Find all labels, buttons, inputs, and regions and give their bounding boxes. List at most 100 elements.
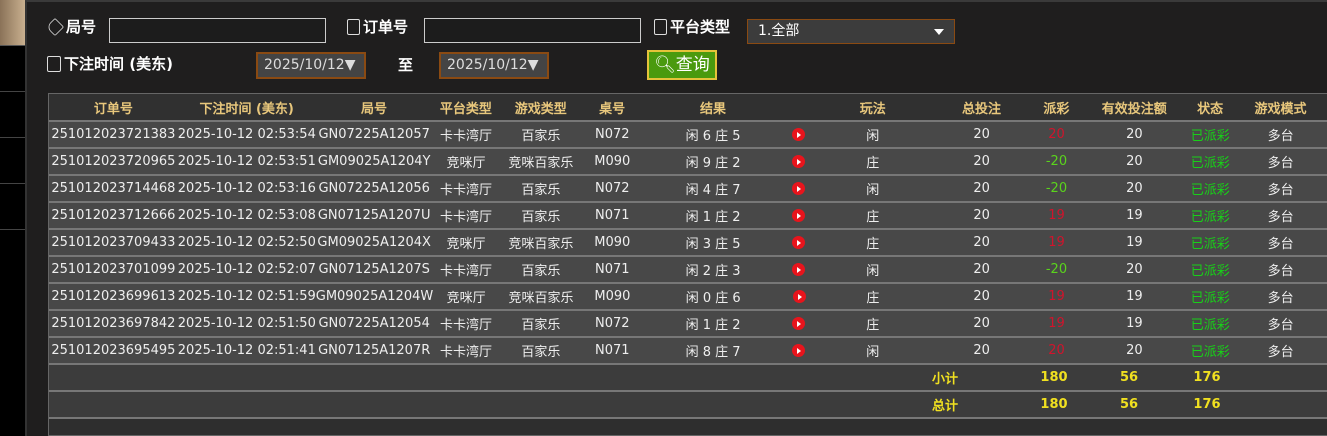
- platform-select[interactable]: 1.全部: [747, 19, 955, 44]
- play-video-icon[interactable]: [792, 263, 806, 276]
- cell-total-bet: 20: [973, 316, 990, 331]
- cell-payout: 19: [1048, 208, 1065, 223]
- cell-payout: 19: [1048, 316, 1065, 331]
- table-header: 订单号 下注时间 (美东) 局号 平台类型 游戏类型 桌号 结果 玩法 总投注 派彩 有效投注额 状态…: [49, 94, 1327, 122]
- play-video-icon[interactable]: [792, 155, 806, 168]
- cell-result: 闲 1 庄 2: [685, 318, 741, 333]
- cell-game-mode: 多台: [1267, 264, 1294, 279]
- cell-order-no: 251012023695495: [51, 343, 176, 358]
- round-label-text: 局号: [66, 18, 97, 36]
- cell-total-bet: 20: [973, 343, 990, 358]
- cell-result: 闲 0 庄 6: [685, 291, 741, 306]
- header-result: 结果: [699, 101, 726, 117]
- cell-valid-bet: 20: [1126, 262, 1143, 277]
- sidebar-item[interactable]: [0, 138, 25, 184]
- cell-status: 已派彩: [1190, 291, 1230, 306]
- empty-row: [49, 419, 1327, 435]
- date-from-select[interactable]: 2025/10/12▼: [256, 52, 366, 79]
- cell-game-type: 百家乐: [521, 264, 561, 279]
- round-label: 局号: [45, 16, 97, 37]
- header-total-bet: 总投注: [962, 101, 1002, 117]
- table-row: 251012023714468 2025-10-12 02:53:16 GN0722…: [49, 176, 1327, 203]
- cell-status: 已派彩: [1190, 345, 1230, 360]
- cell-order-no: 251012023721383: [51, 127, 176, 142]
- cell-order-no: 251012023701099: [51, 262, 176, 277]
- subtotal-payout: 56: [1119, 370, 1139, 385]
- cell-total-bet: 20: [973, 235, 990, 250]
- cell-game-type: 百家乐: [521, 129, 561, 144]
- cell-round-no: GN07125A1207S: [318, 262, 430, 277]
- cell-platform: 卡卡湾厅: [440, 210, 493, 225]
- calendar-icon: [47, 55, 61, 72]
- query-button[interactable]: 🔍︎查询: [647, 50, 717, 80]
- cell-status: 已派彩: [1190, 183, 1230, 198]
- cell-game-mode: 多台: [1267, 237, 1294, 252]
- cell-result: 闲 1 庄 2: [685, 210, 741, 225]
- cell-valid-bet: 19: [1126, 289, 1143, 304]
- cell-status: 已派彩: [1190, 210, 1230, 225]
- sidebar-item[interactable]: [0, 92, 25, 138]
- cell-table-no: N071: [594, 208, 630, 223]
- cell-bet-type: 闲: [866, 129, 880, 144]
- cell-bet-type: 庄: [866, 291, 880, 306]
- cell-round-no: GM09025A1204Y: [317, 154, 431, 169]
- play-video-icon[interactable]: [792, 236, 806, 249]
- play-video-icon[interactable]: [792, 290, 806, 303]
- header-order-no: 订单号: [93, 101, 133, 117]
- date-to-select[interactable]: 2025/10/12▼: [439, 52, 549, 79]
- play-video-icon[interactable]: [792, 209, 806, 222]
- cell-valid-bet: 20: [1126, 154, 1143, 169]
- cell-valid-bet: 19: [1126, 316, 1143, 331]
- cell-platform: 竞咪厅: [446, 156, 486, 171]
- cell-bet-time: 2025-10-12 02:51:41: [177, 343, 316, 358]
- cell-round-no: GN07225A12057: [318, 127, 430, 142]
- total-payout: 56: [1119, 397, 1139, 412]
- list-icon: [654, 18, 667, 35]
- cell-result: 闲 6 庄 5: [685, 129, 741, 144]
- clipboard-icon: [347, 18, 360, 35]
- cell-valid-bet: 20: [1126, 343, 1143, 358]
- cell-total-bet: 20: [973, 127, 990, 142]
- play-video-icon[interactable]: [792, 317, 806, 330]
- cell-round-no: GN07125A1207R: [318, 343, 431, 358]
- cell-result: 闲 9 庄 2: [685, 156, 741, 171]
- subtotal-total-bet: 180: [1040, 370, 1068, 385]
- cell-game-type: 竞咪百家乐: [508, 156, 574, 171]
- cell-bet-time: 2025-10-12 02:53:16: [177, 181, 316, 196]
- cell-round-no: GM09025A1204X: [317, 235, 431, 250]
- main-panel: 局号 订单号 平台类型 1.全部 下注时间 (美东) 2025/10/12▼ 至…: [25, 0, 1327, 436]
- cell-platform: 卡卡湾厅: [440, 264, 493, 279]
- cell-game-type: 百家乐: [521, 183, 561, 198]
- table-row: 251012023697842 2025-10-12 02:51:50 GN0722…: [49, 311, 1327, 338]
- play-video-icon[interactable]: [792, 182, 806, 195]
- cell-valid-bet: 20: [1126, 127, 1143, 142]
- subtotal-valid-bet: 176: [1193, 370, 1221, 385]
- order-input[interactable]: [424, 18, 641, 43]
- table-row: 251012023709433 2025-10-12 02:52:50 GM0902…: [49, 230, 1327, 257]
- play-video-icon[interactable]: [792, 128, 806, 141]
- cell-total-bet: 20: [973, 262, 990, 277]
- platform-select-value: 1.全部: [758, 23, 800, 39]
- cell-payout: -20: [1045, 154, 1068, 169]
- sidebar-item[interactable]: [0, 46, 25, 92]
- cell-valid-bet: 20: [1126, 181, 1143, 196]
- round-input[interactable]: [109, 18, 326, 43]
- play-video-icon[interactable]: [792, 344, 806, 357]
- cell-payout: 19: [1048, 235, 1065, 250]
- cell-result: 闲 2 庄 3: [685, 264, 741, 279]
- header-round-no: 局号: [360, 101, 387, 117]
- sidebar-item-active[interactable]: [0, 0, 25, 46]
- cell-bet-type: 庄: [866, 237, 880, 252]
- sidebar-item[interactable]: [0, 184, 25, 230]
- header-platform: 平台类型: [439, 101, 492, 117]
- replay-cell: [784, 289, 814, 304]
- total-label: 总计: [931, 399, 958, 414]
- cell-status: 已派彩: [1190, 156, 1230, 171]
- cell-bet-time: 2025-10-12 02:53:51: [177, 154, 316, 169]
- cell-game-type: 百家乐: [521, 210, 561, 225]
- cell-order-no: 251012023697842: [51, 316, 176, 331]
- header-table-no: 桌号: [599, 101, 626, 117]
- cell-bet-time: 2025-10-12 02:52:07: [177, 262, 316, 277]
- cell-platform: 卡卡湾厅: [440, 318, 493, 333]
- cell-round-no: GN07125A1207U: [317, 208, 431, 223]
